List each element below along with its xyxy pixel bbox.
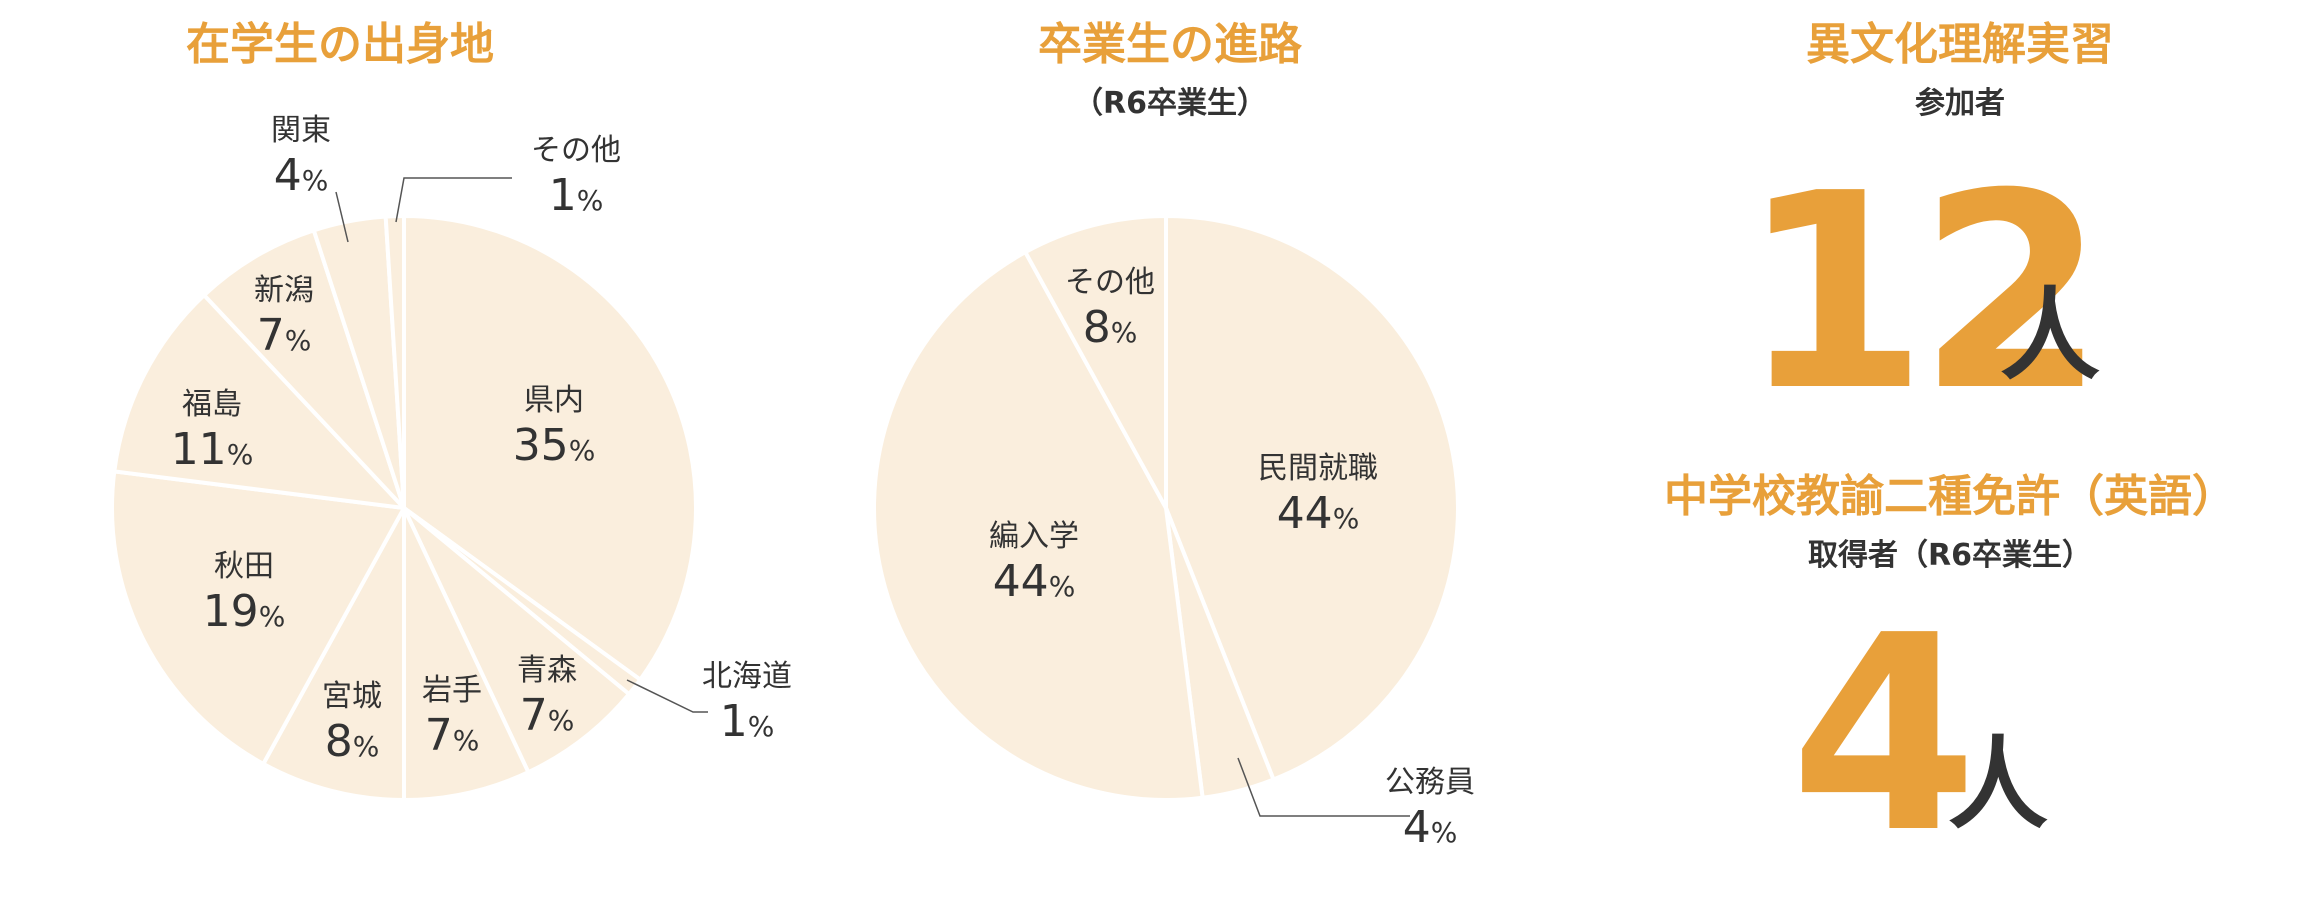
- leader-line-北海道: [626, 679, 708, 713]
- leader-line-公務員: [1237, 757, 1410, 817]
- slice-label-民間就職: 民間就職: [1258, 451, 1378, 486]
- pie-slice-その他: [1023, 214, 1168, 510]
- stat1-subtitle: 参加者: [1915, 86, 2005, 121]
- slice-value-公務員: 4%: [1403, 802, 1458, 853]
- slice-value-岩手: 7%: [425, 710, 480, 761]
- pie-slice-宮城: [261, 506, 406, 802]
- slice-value-北海道: 1%: [720, 696, 775, 747]
- slice-label-公務員: 公務員: [1385, 765, 1475, 800]
- slice-label-北海道: 北海道: [702, 659, 792, 694]
- stat2-title: 中学校教諭二種免許（英語）: [1664, 471, 2236, 522]
- pie-slice-民間就職: [1164, 214, 1460, 782]
- slice-label-青森: 青森: [517, 653, 577, 688]
- stat2-subtitle: 取得者（R6卒業生）: [1808, 538, 2092, 573]
- chart1-title: 在学生の出身地: [186, 19, 494, 70]
- pie-slice-県内: [402, 214, 698, 682]
- pie-slice-岩手: [402, 506, 531, 802]
- slice-label-関東: 関東: [271, 113, 331, 148]
- slice-label-岩手: 岩手: [422, 673, 482, 708]
- pie-slice-その他: [383, 214, 406, 510]
- leader-line-関東: [335, 191, 349, 243]
- slice-label-その他: その他: [1065, 265, 1155, 300]
- pie-slice-青森: [402, 506, 631, 775]
- pie-slice-編入学: [872, 250, 1205, 802]
- stat2-unit: 人: [1948, 726, 2048, 843]
- slice-label-県内: 県内: [524, 383, 584, 418]
- chart2-subtitle: （R6卒業生）: [1073, 86, 1267, 121]
- stat1-value: 12: [1740, 135, 2106, 450]
- slice-label-編入学: 編入学: [989, 519, 1079, 554]
- stat2-value: 4: [1790, 577, 1978, 892]
- chart2-title: 卒業生の進路: [1038, 19, 1302, 70]
- stat1-title: 異文化理解実習: [1806, 19, 2114, 70]
- slice-label-宮城: 宮城: [322, 679, 382, 714]
- pie-slice-福島: [112, 293, 406, 510]
- pie-chart-1: 県内35%北海道1%青森7%岩手7%宮城8%秋田19%福島11%新潟7%関東4%…: [110, 113, 792, 802]
- pie-slice-新潟: [202, 228, 406, 510]
- leader-line-その他: [395, 177, 512, 223]
- slice-value-編入学: 44%: [993, 556, 1076, 607]
- slice-label-秋田: 秋田: [214, 549, 274, 584]
- slice-label-新潟: 新潟: [254, 273, 314, 308]
- pie-slice-秋田: [110, 469, 406, 766]
- slice-value-その他: 1%: [549, 170, 604, 221]
- stat1-unit: 人: [2000, 277, 2100, 394]
- slice-label-福島: 福島: [182, 387, 242, 422]
- slice-value-関東: 4%: [274, 150, 329, 201]
- slice-label-その他: その他: [531, 133, 621, 168]
